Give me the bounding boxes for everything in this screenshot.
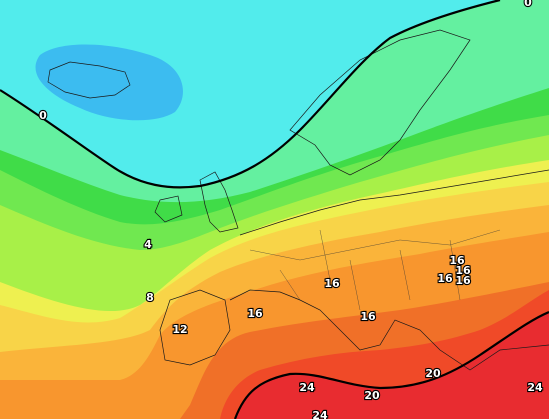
contour-label: 24 xyxy=(299,381,315,394)
contour-label: 0 xyxy=(39,109,47,122)
iceland xyxy=(47,61,131,99)
contour-label: 16 xyxy=(324,277,340,290)
contour-label: 8 xyxy=(146,291,154,304)
isoline-twenty xyxy=(233,310,549,419)
band-deep-red xyxy=(235,312,549,419)
contour-label: 16 xyxy=(360,310,376,323)
coastlines xyxy=(47,29,549,371)
contour-label: 4 xyxy=(144,238,152,251)
contour-label: 16 xyxy=(247,307,263,320)
continent xyxy=(159,169,549,371)
contour-label: 24 xyxy=(527,381,543,394)
contour-label: 12 xyxy=(172,323,187,336)
contour-label: 16 xyxy=(455,274,471,287)
contour-label: 16 xyxy=(437,272,453,285)
contour-label: 20 xyxy=(364,389,380,402)
contour-label: 0 xyxy=(524,0,532,9)
scandinavia xyxy=(289,29,471,176)
contour-labels: 0 0 4 8 12 16 16 16 16 16 16 16 20 20 24… xyxy=(38,0,544,419)
contour-label: 24 xyxy=(312,409,328,419)
contour-label: 16 xyxy=(449,254,465,267)
borders xyxy=(249,229,501,311)
band-blue xyxy=(35,44,183,121)
contour-label: 20 xyxy=(425,367,441,380)
contour-label: 16 xyxy=(455,264,471,277)
britain xyxy=(154,171,239,233)
isoline-zero xyxy=(0,0,501,189)
band-cyan xyxy=(0,0,500,188)
